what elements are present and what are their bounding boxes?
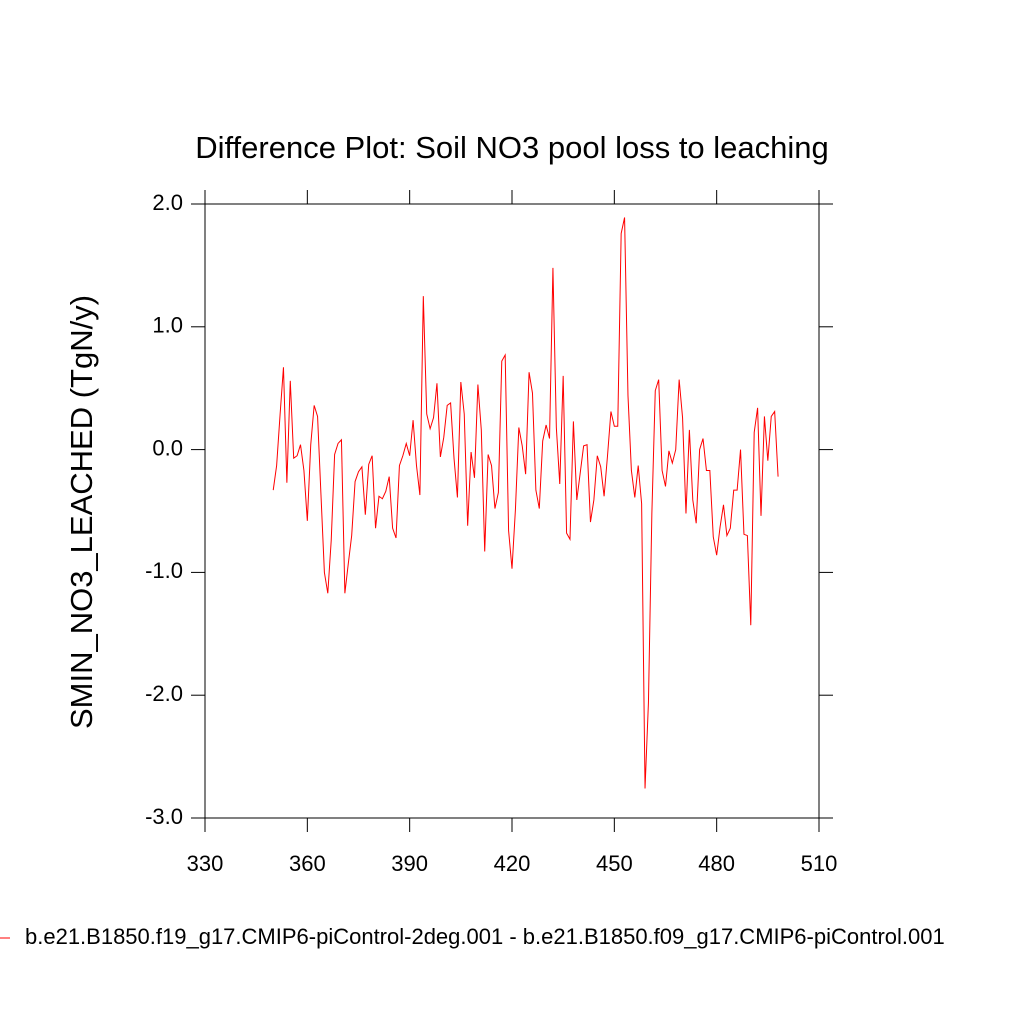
x-tick-label: 420 <box>494 851 531 876</box>
data-line <box>272 217 779 789</box>
y-axis-label: SMIN_NO3_LEACHED (TgN/y) <box>64 295 99 729</box>
y-tick-label: 0.0 <box>152 435 183 460</box>
y-tick-label: -3.0 <box>145 804 183 829</box>
x-tick-label: 390 <box>391 851 428 876</box>
x-tick-label: 330 <box>187 851 224 876</box>
x-tick-label: 360 <box>289 851 326 876</box>
chart-title: Difference Plot: Soil NO3 pool loss to l… <box>195 130 829 165</box>
y-tick-label: 1.0 <box>152 313 183 338</box>
x-tick-label: 510 <box>801 851 838 876</box>
y-tick-label: -1.0 <box>145 558 183 583</box>
x-tick-label: 450 <box>596 851 633 876</box>
y-tick-label: 2.0 <box>152 190 183 215</box>
x-tick-label: 480 <box>698 851 735 876</box>
legend-label: b.e21.B1850.f19_g17.CMIP6-piControl-2deg… <box>25 924 945 949</box>
y-tick-label: -2.0 <box>145 681 183 706</box>
